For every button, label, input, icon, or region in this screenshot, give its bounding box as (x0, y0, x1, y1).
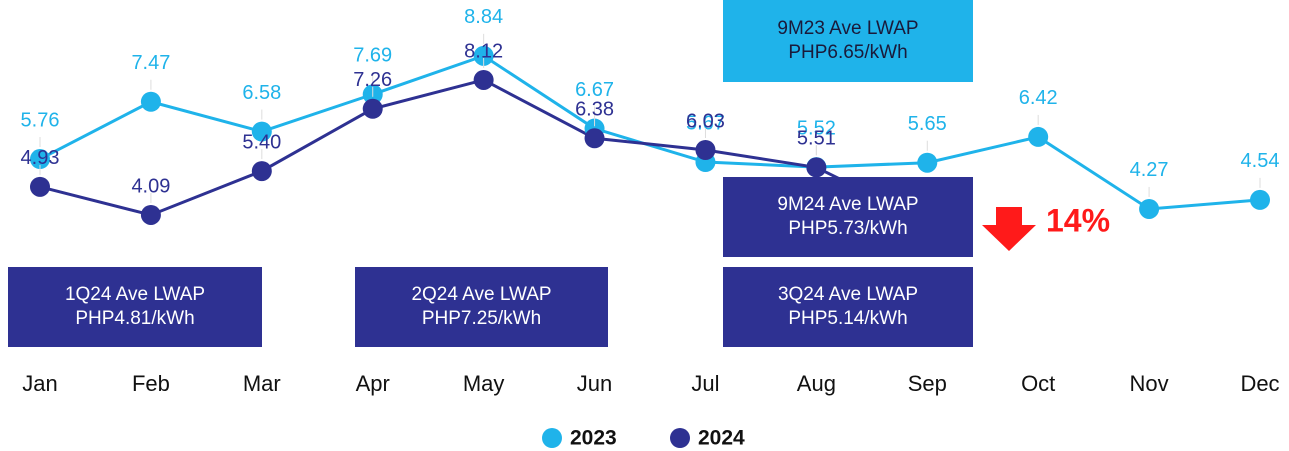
down-arrow (982, 207, 1036, 251)
data-label: 5.67 (686, 112, 725, 134)
data-point (473, 45, 494, 66)
data-point (140, 91, 161, 112)
data-label: 5.65 (908, 113, 947, 135)
data-label: 5.40 (242, 131, 281, 153)
annotation-text: 9M24 Ave LWAP (777, 194, 918, 215)
annotation-text: PHP5.73/kWh (788, 218, 907, 239)
x-tick-label: Jun (577, 371, 612, 396)
annotation-text: PHP5.14/kWh (788, 308, 907, 329)
annotation-box (355, 267, 608, 347)
x-tick-label: Jan (22, 371, 57, 396)
data-label: 7.26 (353, 69, 392, 91)
legend-marker (542, 428, 562, 448)
data-label: 7.69 (353, 45, 392, 67)
x-tick-label: Feb (132, 371, 170, 396)
data-point (695, 139, 716, 160)
legend-marker (670, 428, 690, 448)
data-point (1250, 189, 1270, 210)
data-point (806, 157, 827, 178)
annotation-box (723, 0, 973, 82)
annotation-text: 3Q24 Ave LWAP (778, 284, 918, 305)
annotation-text: PHP6.65/kWh (788, 42, 907, 63)
x-tick-label: Nov (1130, 371, 1169, 396)
data-label: 4.27 (1130, 159, 1169, 181)
data-label: 5.51 (797, 128, 836, 150)
data-label: 6.38 (575, 99, 614, 121)
data-point (917, 152, 938, 173)
change-label: 14% (1046, 202, 1110, 238)
data-label: 4.09 (131, 175, 170, 197)
data-label: 5.52 (797, 117, 836, 139)
data-label: 7.47 (131, 52, 170, 74)
annotation-text: 1Q24 Ave LWAP (65, 284, 205, 305)
data-point (251, 121, 272, 142)
data-label: 4.54 (1241, 150, 1280, 172)
annotation-text: PHP4.81/kWh (75, 308, 194, 329)
data-label: 6.42 (1019, 87, 1058, 109)
annotation-text: PHP7.25/kWh (422, 308, 541, 329)
annotation-box (723, 177, 973, 257)
x-tick-label: Mar (243, 371, 281, 396)
data-point (473, 69, 494, 90)
x-tick-label: Oct (1021, 371, 1055, 396)
data-point (584, 128, 605, 149)
data-label: 5.76 (21, 109, 60, 131)
x-tick-label: Sep (908, 371, 947, 396)
data-point (1139, 198, 1160, 219)
data-point (1028, 126, 1049, 147)
data-label: 6.58 (242, 82, 281, 104)
x-tick-label: Dec (1240, 371, 1279, 396)
data-point (251, 161, 272, 182)
data-label: 6.03 (686, 110, 725, 132)
data-point (30, 149, 50, 170)
annotation-text: 2Q24 Ave LWAP (411, 284, 551, 305)
data-label: 4.93 (21, 147, 60, 169)
x-tick-label: Jul (691, 371, 719, 396)
x-tick-label: May (463, 371, 505, 396)
data-point (140, 204, 161, 225)
data-label: 8.84 (464, 6, 503, 28)
data-label: 6.67 (575, 79, 614, 101)
x-tick-label: Aug (797, 371, 836, 396)
annotation-box (723, 267, 973, 347)
legend-label: 2024 (698, 427, 745, 450)
data-point (30, 176, 50, 197)
annotation-text: 9M23 Ave LWAP (777, 18, 918, 39)
x-tick-label: Apr (356, 371, 390, 396)
data-label: 8.12 (464, 40, 503, 62)
legend-label: 2023 (570, 427, 617, 450)
data-point (362, 98, 383, 119)
annotation-box (8, 267, 262, 347)
